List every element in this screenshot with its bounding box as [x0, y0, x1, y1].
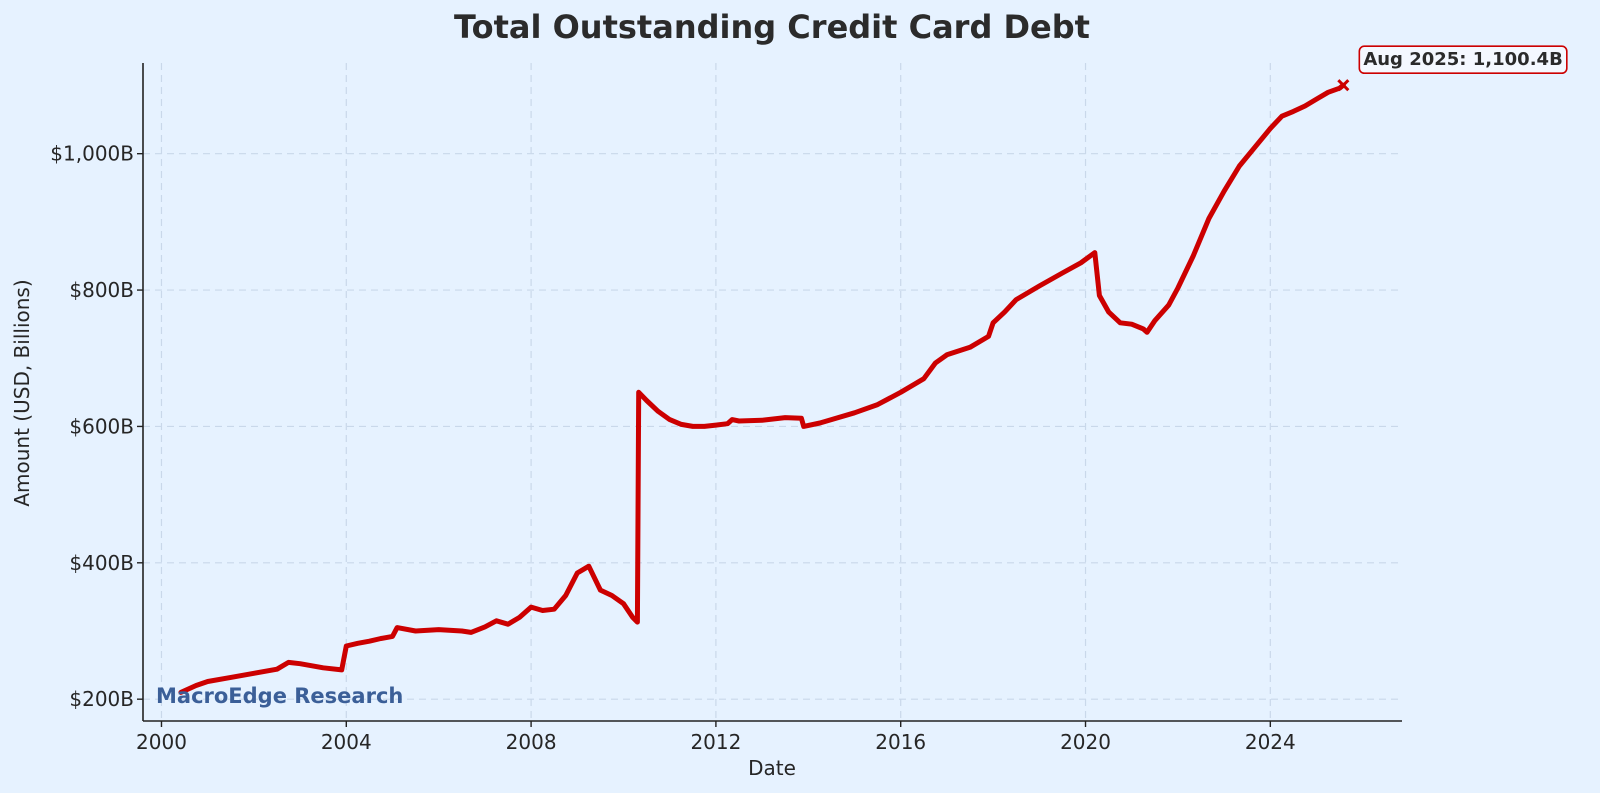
x-tick-label: 2024 — [1245, 730, 1296, 754]
watermark: MacroEdge Research — [156, 684, 403, 708]
x-tick-label: 2012 — [690, 730, 741, 754]
x-tick-label: 2004 — [321, 730, 372, 754]
x-tick-label: 2016 — [875, 730, 926, 754]
y-tick-label: $800B — [69, 278, 134, 302]
x-axis-title: Date — [748, 756, 796, 780]
series — [178, 82, 1346, 695]
grid — [143, 63, 1402, 721]
series-line-0 — [178, 82, 1346, 695]
y-tick-label: $1,000B — [50, 142, 134, 166]
x-tick-label: 2000 — [136, 730, 187, 754]
annotation-marker — [1337, 79, 1350, 92]
y-tick-label: $400B — [69, 551, 134, 575]
y-tick-label: $600B — [69, 414, 134, 438]
ticks: 2000 2004 2008 2012 2016 2020 2024 $200B $400B $6… — [50, 142, 1295, 754]
y-axis-title: Amount (USD, Billions) — [10, 279, 34, 506]
x-tick-label: 2020 — [1060, 730, 1111, 754]
y-tick-label: $200B — [69, 687, 134, 711]
axes — [142, 63, 1402, 722]
annotation-group: Aug 2025: 1,100.4B — [1337, 45, 1568, 92]
x-tick-label: 2008 — [506, 730, 557, 754]
chart-title: Total Outstanding Credit Card Debt — [454, 8, 1090, 46]
annotation-box — [1358, 45, 1568, 75]
annotation-label: Aug 2025: 1,100.4B — [1363, 49, 1562, 70]
